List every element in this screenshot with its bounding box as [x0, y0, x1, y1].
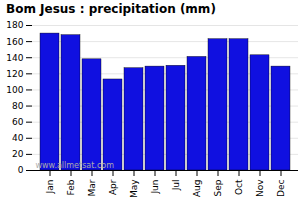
svg-text:160: 160	[6, 36, 23, 46]
svg-text:Apr: Apr	[108, 179, 118, 195]
svg-text:Sep: Sep	[213, 179, 223, 196]
svg-text:Mar: Mar	[87, 179, 97, 196]
svg-text:Feb: Feb	[66, 179, 76, 195]
svg-text:60: 60	[12, 117, 24, 127]
svg-text:40: 40	[12, 133, 24, 143]
svg-text:120: 120	[6, 69, 23, 79]
svg-text:100: 100	[6, 85, 23, 95]
svg-text:Jan: Jan	[45, 180, 55, 195]
svg-text:Nov: Nov	[255, 179, 265, 197]
svg-text:Jul: Jul	[171, 180, 181, 192]
svg-text:0: 0	[18, 165, 24, 175]
svg-text:May: May	[129, 179, 139, 198]
svg-text:80: 80	[12, 101, 24, 111]
svg-text:Dec: Dec	[276, 179, 286, 196]
svg-text:140: 140	[6, 53, 23, 63]
svg-text:www.allmetsat.com: www.allmetsat.com	[36, 161, 115, 170]
svg-text:Jun: Jun	[150, 180, 160, 195]
svg-text:180: 180	[6, 20, 23, 30]
svg-text:Oct: Oct	[234, 179, 244, 195]
html-text:Bom Jesus : precipitation (mm): Bom Jesus : precipitation (mm)	[6, 2, 216, 16]
svg-text:20: 20	[12, 149, 24, 159]
svg-text:Aug: Aug	[192, 180, 202, 198]
